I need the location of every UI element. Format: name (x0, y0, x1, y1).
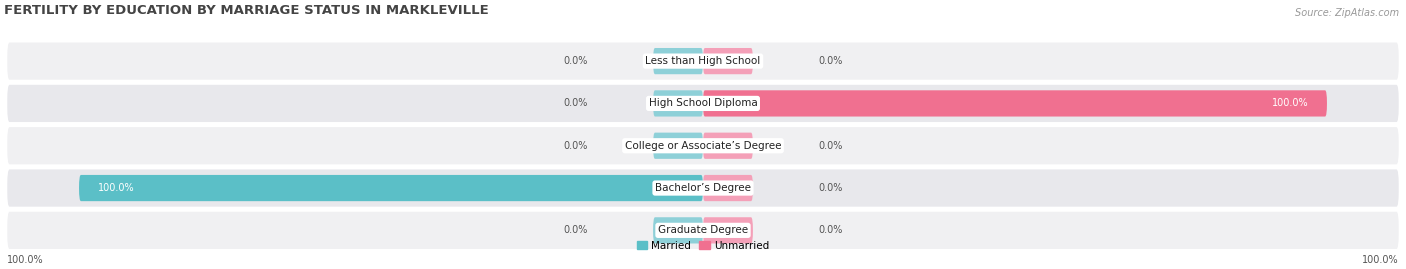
Text: 0.0%: 0.0% (818, 56, 842, 66)
FancyBboxPatch shape (703, 133, 754, 159)
FancyBboxPatch shape (7, 127, 1399, 164)
Text: Source: ZipAtlas.com: Source: ZipAtlas.com (1295, 8, 1399, 18)
Text: 100.0%: 100.0% (98, 183, 135, 193)
Text: 0.0%: 0.0% (818, 141, 842, 151)
Text: 0.0%: 0.0% (818, 183, 842, 193)
FancyBboxPatch shape (7, 212, 1399, 249)
FancyBboxPatch shape (652, 90, 703, 116)
FancyBboxPatch shape (7, 85, 1399, 122)
FancyBboxPatch shape (652, 48, 703, 74)
Text: 100.0%: 100.0% (7, 255, 44, 265)
Text: 0.0%: 0.0% (564, 56, 588, 66)
Text: 0.0%: 0.0% (818, 225, 842, 235)
FancyBboxPatch shape (7, 169, 1399, 207)
FancyBboxPatch shape (7, 43, 1399, 80)
Text: FERTILITY BY EDUCATION BY MARRIAGE STATUS IN MARKLEVILLE: FERTILITY BY EDUCATION BY MARRIAGE STATU… (4, 4, 489, 17)
FancyBboxPatch shape (652, 133, 703, 159)
FancyBboxPatch shape (652, 217, 703, 243)
Text: 100.0%: 100.0% (1271, 98, 1308, 108)
Legend: Married, Unmarried: Married, Unmarried (637, 240, 769, 250)
Text: 0.0%: 0.0% (564, 141, 588, 151)
FancyBboxPatch shape (79, 175, 703, 201)
Text: 0.0%: 0.0% (564, 98, 588, 108)
Text: High School Diploma: High School Diploma (648, 98, 758, 108)
FancyBboxPatch shape (703, 175, 754, 201)
Text: 0.0%: 0.0% (564, 225, 588, 235)
Text: Bachelor’s Degree: Bachelor’s Degree (655, 183, 751, 193)
Text: Graduate Degree: Graduate Degree (658, 225, 748, 235)
Text: College or Associate’s Degree: College or Associate’s Degree (624, 141, 782, 151)
Text: 100.0%: 100.0% (1362, 255, 1399, 265)
FancyBboxPatch shape (703, 48, 754, 74)
Text: Less than High School: Less than High School (645, 56, 761, 66)
FancyBboxPatch shape (703, 217, 754, 243)
FancyBboxPatch shape (703, 90, 1327, 116)
